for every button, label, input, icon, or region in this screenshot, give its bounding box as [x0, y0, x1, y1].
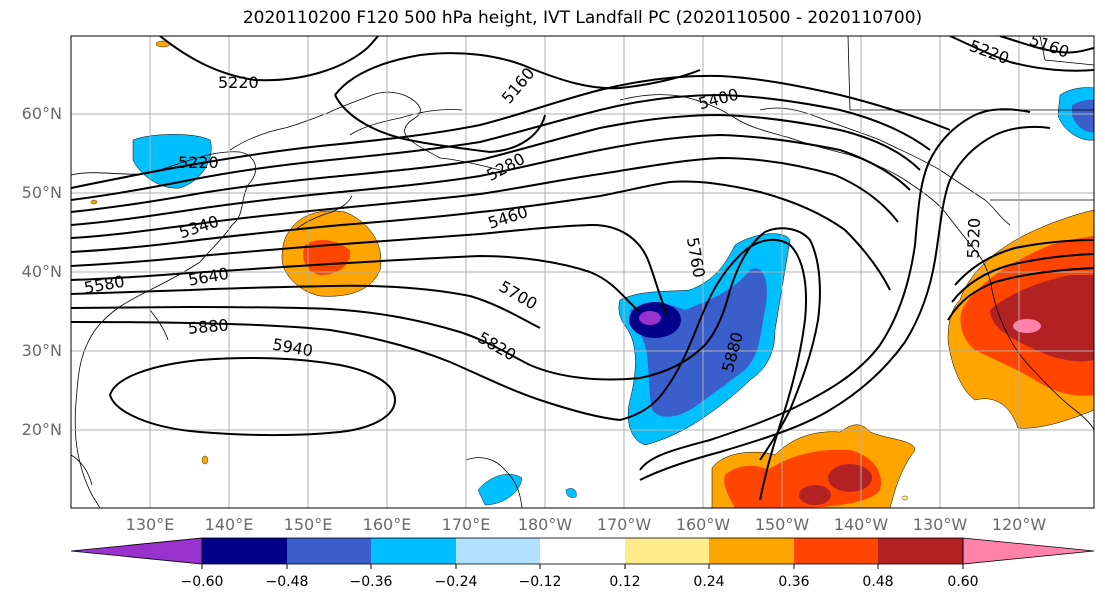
lat-tick-label: 60°N: [21, 104, 62, 123]
colorbar: [70, 537, 1095, 569]
colorbar-tick-label: 0.48: [862, 574, 894, 590]
colorbar-tick-label: 0.24: [693, 574, 725, 590]
lon-tick-label: 170°W: [596, 515, 652, 534]
lon-tick-label: 160°E: [362, 515, 412, 534]
lat-tick-label: 40°N: [21, 262, 62, 281]
colorbar-tick-label: −0.48: [265, 574, 309, 590]
colorbar-tick-label: −0.60: [180, 574, 224, 590]
lon-tick-label: 180°W: [517, 515, 573, 534]
colorbar-segment: [540, 538, 625, 564]
colorbar-segment: [709, 538, 794, 564]
lon-tick-label: 140°W: [833, 515, 889, 534]
colorbar-segment: [878, 538, 963, 564]
lon-tick-label: 140°E: [204, 515, 254, 534]
height-contours: [71, 36, 1094, 501]
colorbar-tick-label: −0.24: [434, 574, 478, 590]
lon-tick-label: 130°E: [125, 515, 175, 534]
lon-tick-label: 130°W: [912, 515, 968, 534]
lat-tick-label: 50°N: [21, 183, 62, 202]
colorbar-tick-label: 0.60: [947, 574, 979, 590]
map-title: 2020110200 F120 500 hPa height, IVT Land…: [242, 8, 923, 28]
colorbar-tick-label: 0.12: [609, 574, 641, 590]
lon-tick-label: 150°E: [283, 515, 333, 534]
colorbar-segment: [287, 538, 371, 564]
lon-tick-label: 170°E: [441, 515, 491, 534]
lat-tick-label: 20°N: [21, 420, 62, 439]
contour-label: 5520: [964, 218, 984, 259]
contour-label: 5220: [178, 153, 219, 172]
colorbar-segment: [625, 538, 709, 564]
colorbar-tick-label: 0.36: [778, 574, 810, 590]
colorbar-segment: [202, 538, 287, 564]
colorbar-extend-low: [70, 537, 203, 565]
lon-tick-label: 120°W: [991, 515, 1047, 534]
colorbar-segment: [456, 538, 540, 564]
colorbar-extend-high: [962, 537, 1095, 565]
colorbar-tick-label: −0.36: [349, 574, 393, 590]
lon-tick-label: 150°W: [754, 515, 810, 534]
lon-tick-label: 160°W: [675, 515, 731, 534]
coastlines: [71, 36, 1094, 508]
contour-label: 5880: [187, 315, 229, 337]
map-frame: [70, 35, 1095, 509]
lat-tick-label: 30°N: [21, 341, 62, 360]
colorbar-segment: [794, 538, 878, 564]
colorbar-segment: [371, 538, 456, 564]
contour-label: 5220: [218, 73, 259, 92]
colorbar-tick-label: −0.12: [518, 574, 562, 590]
